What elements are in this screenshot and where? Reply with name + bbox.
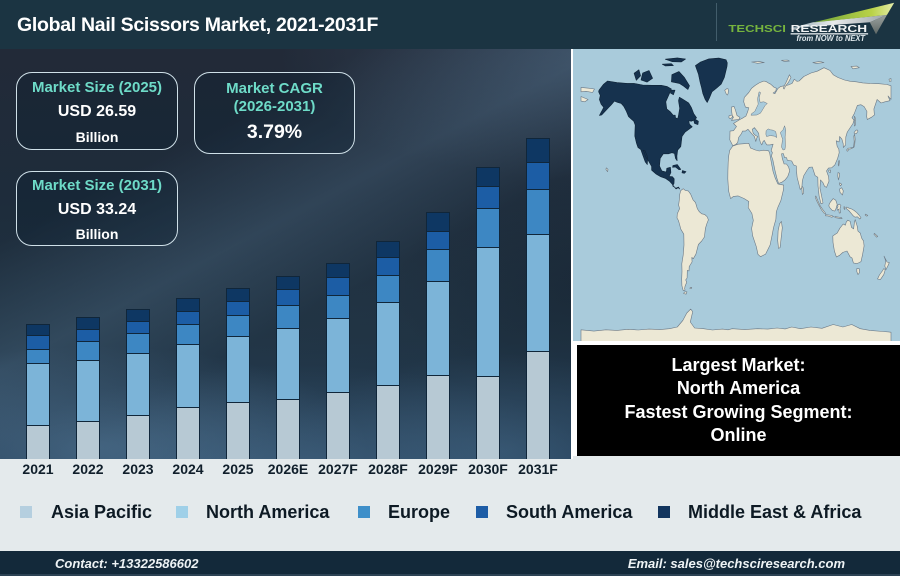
svg-text:TECHSCI: TECHSCI [728, 24, 786, 35]
svg-text:from NOW to NEXT: from NOW to NEXT [797, 34, 866, 43]
svg-text:RESEARCH: RESEARCH [791, 24, 868, 35]
